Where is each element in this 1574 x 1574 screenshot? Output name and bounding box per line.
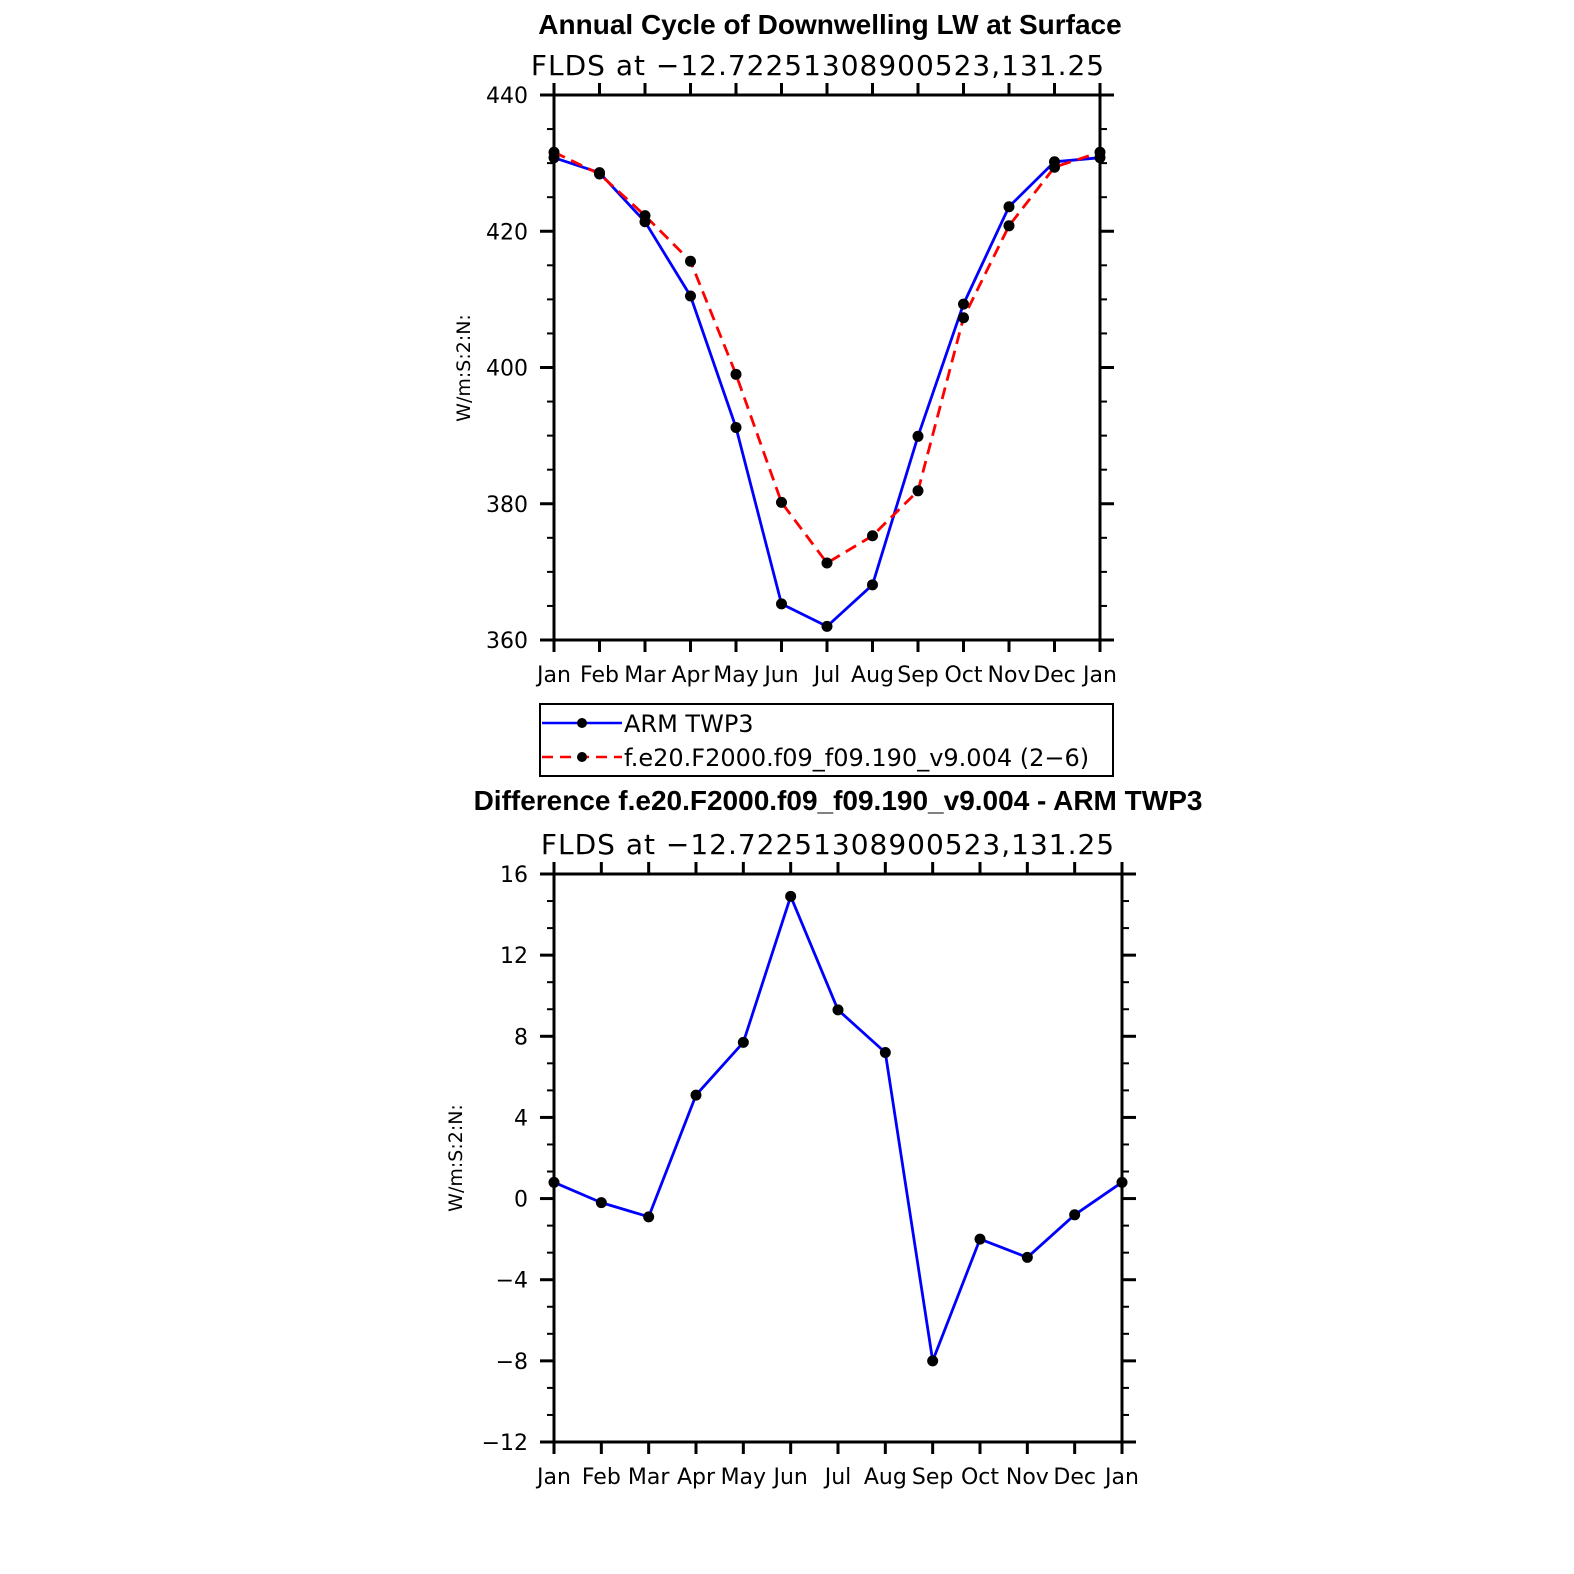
data-point xyxy=(927,1355,939,1367)
chart-2-frame xyxy=(552,872,1124,1444)
x-tick-label: Nov xyxy=(988,663,1031,688)
x-tick-label: Aug xyxy=(851,663,894,688)
x-tick-label: Jul xyxy=(823,1465,852,1490)
legend-marker-arm xyxy=(577,718,587,728)
y-tick-label: 360 xyxy=(486,629,528,654)
chart-2-subtitle: FLDS at −12.72251308900523,131.25 xyxy=(541,828,1115,861)
chart-1-legend: ARM TWP3 f.e20.F2000.f09_f09.190_v9.004 … xyxy=(539,703,1114,777)
chart-1-title: Annual Cycle of Downwelling LW at Surfac… xyxy=(538,9,1121,40)
chart-2-ylabel: W/m:S:2:N: xyxy=(445,1104,467,1212)
x-tick-label: Dec xyxy=(1053,1465,1096,1490)
y-tick-label: 4 xyxy=(514,1106,528,1131)
data-point xyxy=(1069,1209,1081,1221)
data-point xyxy=(912,485,924,497)
y-tick-label: 440 xyxy=(486,84,528,109)
x-tick-label: Sep xyxy=(912,1465,953,1490)
data-point xyxy=(958,312,969,324)
legend-label-arm: ARM TWP3 xyxy=(624,710,754,738)
y-tick-label: 420 xyxy=(486,220,528,245)
data-point xyxy=(690,1089,702,1101)
x-tick-label: Apr xyxy=(671,663,710,688)
x-tick-label: Nov xyxy=(1006,1465,1049,1490)
y-tick-label: −8 xyxy=(496,1350,528,1375)
chart-2-ticks: Jan Feb Mar Apr May Jun Jul Aug Sep Oct Nov Dec Jan−… xyxy=(482,862,1139,1490)
data-point xyxy=(776,496,787,508)
data-point xyxy=(912,430,924,442)
data-point xyxy=(821,557,833,569)
data-point xyxy=(785,890,797,902)
data-point xyxy=(730,368,742,380)
data-point xyxy=(594,168,605,180)
chart-1-series xyxy=(548,146,1106,632)
data-point xyxy=(737,1036,749,1048)
x-tick-label: Mar xyxy=(628,1465,670,1490)
x-tick-label: May xyxy=(721,1465,766,1490)
chart-1-ticks: Jan Feb Mar Apr May Jun Jul Aug Sep Oct Nov Dec Jan3… xyxy=(486,83,1117,688)
y-tick-label: −4 xyxy=(496,1269,528,1294)
x-tick-label: Apr xyxy=(677,1465,716,1490)
y-tick-label: 0 xyxy=(514,1188,528,1213)
x-tick-label: Sep xyxy=(897,663,938,688)
data-point xyxy=(1049,161,1060,173)
legend-box xyxy=(539,703,1114,777)
data-point xyxy=(1003,220,1015,232)
x-tick-label: May xyxy=(713,663,758,688)
data-point xyxy=(958,298,969,310)
data-point xyxy=(879,1047,891,1059)
legend-marker-model xyxy=(577,752,587,762)
data-point xyxy=(730,421,742,433)
chart-2-series xyxy=(548,890,1128,1367)
x-tick-label: Jul xyxy=(812,663,841,688)
x-tick-label: Dec xyxy=(1033,663,1076,688)
x-tick-label: Oct xyxy=(944,663,982,688)
y-tick-label: 12 xyxy=(500,944,528,969)
y-tick-label: 16 xyxy=(500,863,528,888)
chart-1-subtitle: FLDS at −12.72251308900523,131.25 xyxy=(531,49,1105,82)
data-point xyxy=(974,1233,986,1245)
x-tick-label: Oct xyxy=(961,1465,999,1490)
data-point xyxy=(776,598,787,610)
data-point xyxy=(1021,1251,1033,1263)
data-point xyxy=(1003,201,1015,213)
data-point xyxy=(867,530,878,542)
data-point xyxy=(685,255,696,267)
legend-label-model: f.e20.F2000.f09_f09.190_v9.004 (2−6) xyxy=(624,744,1089,772)
series-line-0 xyxy=(553,156,1101,628)
data-point xyxy=(821,620,833,632)
y-tick-label: −12 xyxy=(482,1431,528,1456)
x-tick-label: Mar xyxy=(624,663,666,688)
x-tick-label: Jan xyxy=(1081,663,1117,688)
x-tick-label: Feb xyxy=(580,663,619,688)
y-tick-label: 400 xyxy=(486,357,528,382)
x-tick-label: Feb xyxy=(582,1465,621,1490)
chart-1-ylabel: W/m:S:2:N: xyxy=(453,314,475,422)
series-line-0 xyxy=(553,894,1123,1363)
x-tick-label: Jan xyxy=(535,1465,571,1490)
y-tick-label: 380 xyxy=(486,493,528,518)
difference-chart: Difference f.e20.F2000.f09_f09.190_v9.00… xyxy=(445,785,1202,1490)
x-tick-label: Jun xyxy=(762,663,798,688)
x-tick-label: Aug xyxy=(864,1465,907,1490)
data-point xyxy=(595,1197,607,1209)
chart-1-frame xyxy=(552,93,1102,642)
data-point xyxy=(832,1004,844,1016)
x-tick-label: Jan xyxy=(1103,1465,1139,1490)
chart-2-title: Difference f.e20.F2000.f09_f09.190_v9.00… xyxy=(474,785,1203,816)
x-tick-label: Jan xyxy=(535,663,571,688)
x-tick-label: Jun xyxy=(771,1465,807,1490)
y-tick-label: 8 xyxy=(514,1025,528,1050)
data-point xyxy=(685,290,696,302)
data-point xyxy=(639,210,651,222)
data-point xyxy=(643,1211,655,1223)
data-point xyxy=(867,579,878,591)
annual-cycle-chart: Annual Cycle of Downwelling LW at Surfac… xyxy=(453,9,1122,777)
